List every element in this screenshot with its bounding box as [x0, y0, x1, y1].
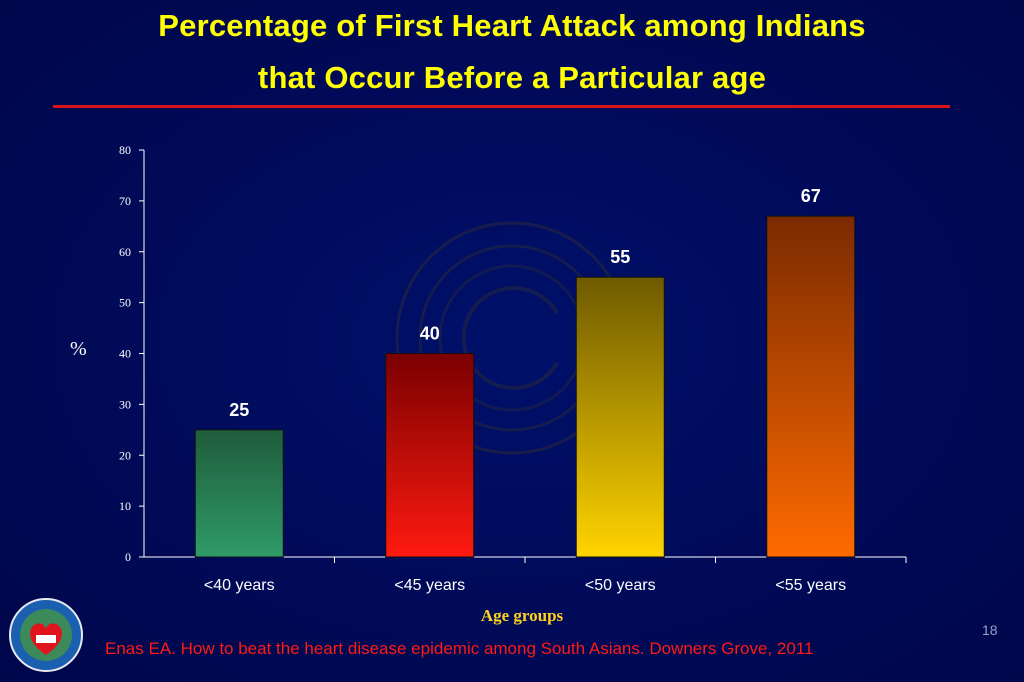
slide-title-line-1: Percentage of First Heart Attack among I…: [158, 8, 866, 43]
citation-text: Enas EA. How to beat the heart disease e…: [105, 639, 814, 658]
y-tick-label: 20: [119, 448, 131, 462]
data-label: 55: [610, 247, 630, 267]
data-label: 40: [420, 324, 440, 344]
x-tick-label: <55 years: [775, 577, 846, 594]
bar-3: [575, 276, 665, 558]
x-tick-label: <45 years: [394, 577, 465, 594]
slide-title-line-2: that Occur Before a Particular age: [257, 60, 767, 95]
y-axis-title: %: [70, 338, 87, 360]
cadi-foundation-logo: [9, 598, 83, 672]
page-number: 18: [982, 622, 998, 638]
bar-1: [194, 429, 284, 558]
x-axis-title: Age groups: [480, 606, 564, 625]
y-tick-label: 40: [119, 347, 131, 361]
title-divider: [53, 105, 950, 108]
bar-4: [766, 215, 856, 558]
x-tick-label: <40 years: [204, 577, 275, 594]
data-label: 67: [801, 186, 821, 206]
y-tick-label: 60: [119, 245, 131, 259]
bar-2: [385, 353, 475, 558]
y-tick-label: 50: [119, 296, 131, 310]
y-tick-label: 80: [119, 143, 131, 157]
y-tick-label: 10: [119, 499, 131, 513]
y-tick-label: 30: [119, 397, 131, 411]
data-label: 25: [229, 400, 249, 420]
y-tick-label: 0: [125, 550, 131, 564]
x-tick-label: <50 years: [585, 577, 656, 594]
y-tick-label: 70: [119, 194, 131, 208]
